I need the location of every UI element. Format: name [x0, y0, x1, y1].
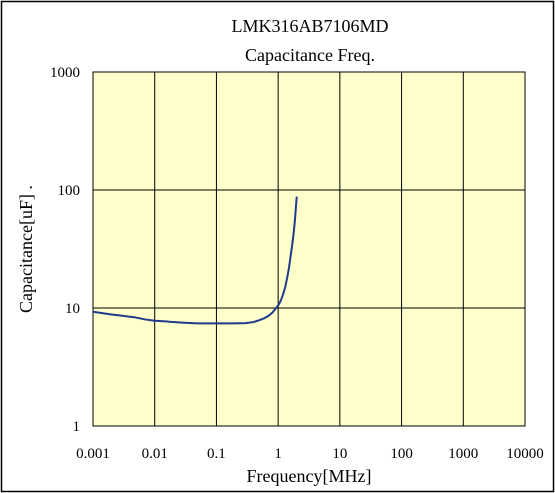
x-tick-label: 1: [274, 446, 282, 462]
x-tick-label: 0.001: [76, 446, 110, 462]
y-axis-label: Capacitance[uF] .: [16, 185, 36, 313]
plot-area: [92, 71, 526, 427]
chart-title: LMK316AB7106MD: [231, 16, 388, 36]
x-axis-label: Frequency[MHz]: [247, 466, 372, 486]
y-tick-label: 1: [73, 419, 81, 435]
y-tick-label: 100: [58, 183, 81, 199]
x-tick-labels: 0.001 0.01 0.1 1 10 100 1000 10000: [76, 446, 544, 462]
x-tick-label: 0.1: [207, 446, 226, 462]
x-tick-label: 1000: [448, 446, 478, 462]
x-tick-label: 10: [332, 446, 347, 462]
x-tick-label: 0.01: [142, 446, 168, 462]
grid-lines: [92, 71, 526, 427]
chart-subtitle: Capacitance Freq.: [245, 45, 375, 65]
capacitance-line: [92, 196, 298, 325]
x-tick-label: 10000: [506, 446, 544, 462]
y-tick-labels: 1 10 100 1000: [50, 65, 80, 435]
y-tick-label: 1000: [50, 65, 80, 81]
y-tick-label: 10: [65, 301, 80, 317]
series-group: [92, 196, 298, 325]
x-tick-label: 100: [390, 446, 413, 462]
